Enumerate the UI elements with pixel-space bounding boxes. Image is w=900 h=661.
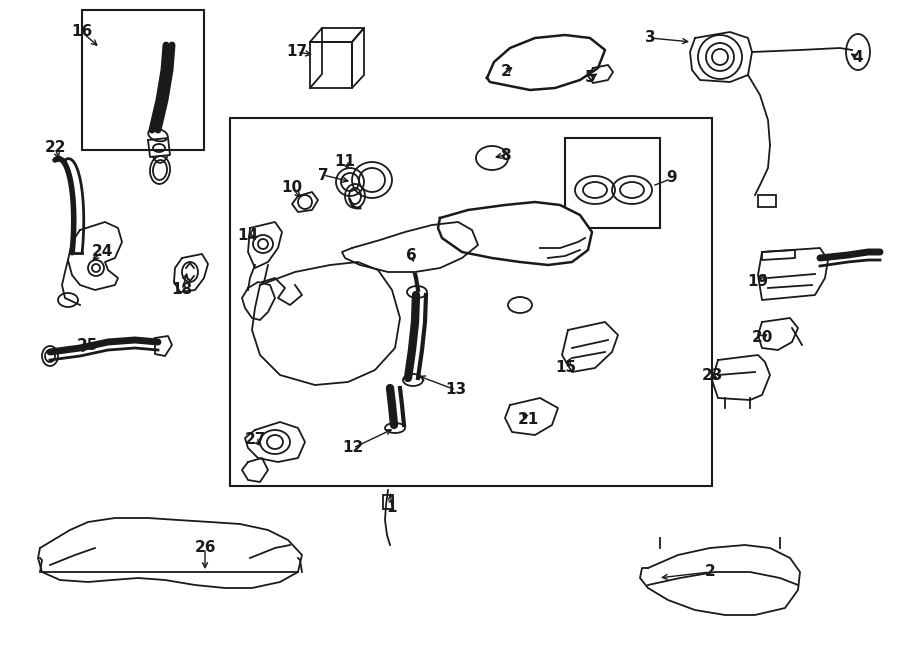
Text: 22: 22 xyxy=(44,141,66,155)
Polygon shape xyxy=(252,262,400,385)
Text: 10: 10 xyxy=(282,180,302,196)
Text: 14: 14 xyxy=(238,227,258,243)
Bar xyxy=(565,138,660,228)
Text: 11: 11 xyxy=(335,155,356,169)
Text: 7: 7 xyxy=(318,167,328,182)
Text: 17: 17 xyxy=(286,44,308,59)
Text: 27: 27 xyxy=(244,432,266,447)
Text: 26: 26 xyxy=(194,541,216,555)
Text: 6: 6 xyxy=(406,247,417,262)
Text: 3: 3 xyxy=(644,30,655,46)
Text: 15: 15 xyxy=(555,360,577,375)
Text: 2: 2 xyxy=(705,564,716,580)
Bar xyxy=(230,118,712,486)
Text: 12: 12 xyxy=(342,440,364,455)
Text: 25: 25 xyxy=(76,338,98,352)
Text: 4: 4 xyxy=(852,50,863,65)
Text: 18: 18 xyxy=(171,282,193,297)
Text: 9: 9 xyxy=(667,169,678,184)
Bar xyxy=(383,495,393,509)
Bar xyxy=(758,195,776,207)
Text: 19: 19 xyxy=(747,274,769,290)
Text: 23: 23 xyxy=(701,368,723,383)
Polygon shape xyxy=(38,518,302,588)
Text: 13: 13 xyxy=(446,383,466,397)
Text: 21: 21 xyxy=(518,412,538,428)
Text: 1: 1 xyxy=(387,500,397,516)
Text: 16: 16 xyxy=(71,24,93,40)
Polygon shape xyxy=(438,202,592,265)
Text: 5: 5 xyxy=(585,71,595,85)
Text: 2: 2 xyxy=(500,65,511,79)
Polygon shape xyxy=(487,35,605,90)
Bar xyxy=(82,10,204,150)
Text: 8: 8 xyxy=(500,147,510,163)
Polygon shape xyxy=(342,222,478,272)
Text: 24: 24 xyxy=(91,245,112,260)
Polygon shape xyxy=(640,545,800,615)
Text: 20: 20 xyxy=(752,330,773,346)
